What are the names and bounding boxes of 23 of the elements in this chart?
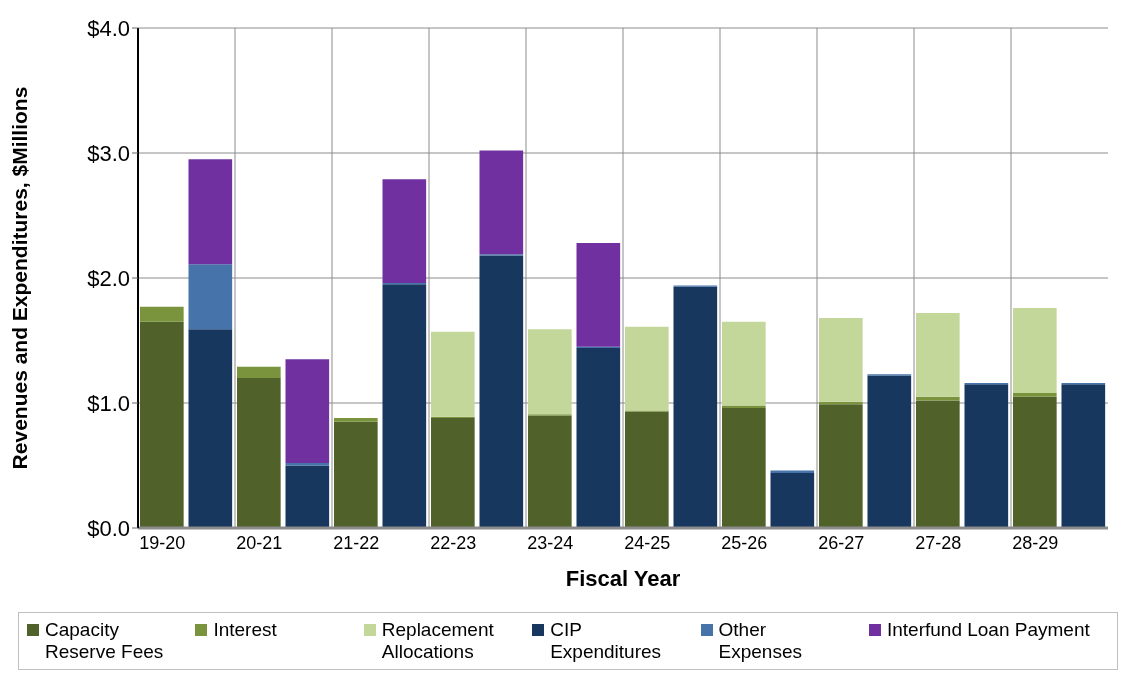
- legend-label: Interfund Loan Payment: [886, 619, 1091, 641]
- legend-label: CIP Expenditures: [550, 619, 663, 663]
- x-tick-label: 25-26: [721, 532, 768, 553]
- y-tick-label: $4.0: [87, 15, 130, 41]
- x-tick-label: 19-20: [139, 532, 186, 553]
- y-axis-title: Revenues and Expenditures, $Millions: [8, 86, 32, 470]
- x-tick-label: 22-23: [430, 532, 477, 553]
- legend-label: Replacement Allocations: [381, 619, 495, 663]
- x-tick-label: 26-27: [818, 532, 865, 553]
- x-axis-title: Fiscal Year: [565, 566, 681, 591]
- legend-label: Capacity Reserve Fees: [45, 619, 165, 663]
- x-tick-label: 27-28: [915, 532, 962, 553]
- x-tick-label: 20-21: [236, 532, 283, 553]
- x-tick-label: 23-24: [527, 532, 574, 553]
- y-tick-label: $1.0: [87, 390, 130, 416]
- x-tick-label: 28-29: [1012, 532, 1059, 553]
- legend-label: Other Expenses: [718, 619, 803, 663]
- legend-label: Interest: [213, 619, 278, 641]
- y-tick-label: $0.0: [87, 515, 130, 541]
- y-tick-label: $2.0: [87, 265, 130, 291]
- y-tick-label: $3.0: [87, 140, 130, 166]
- x-tick-label: 24-25: [624, 532, 671, 553]
- x-tick-label: 21-22: [333, 532, 380, 553]
